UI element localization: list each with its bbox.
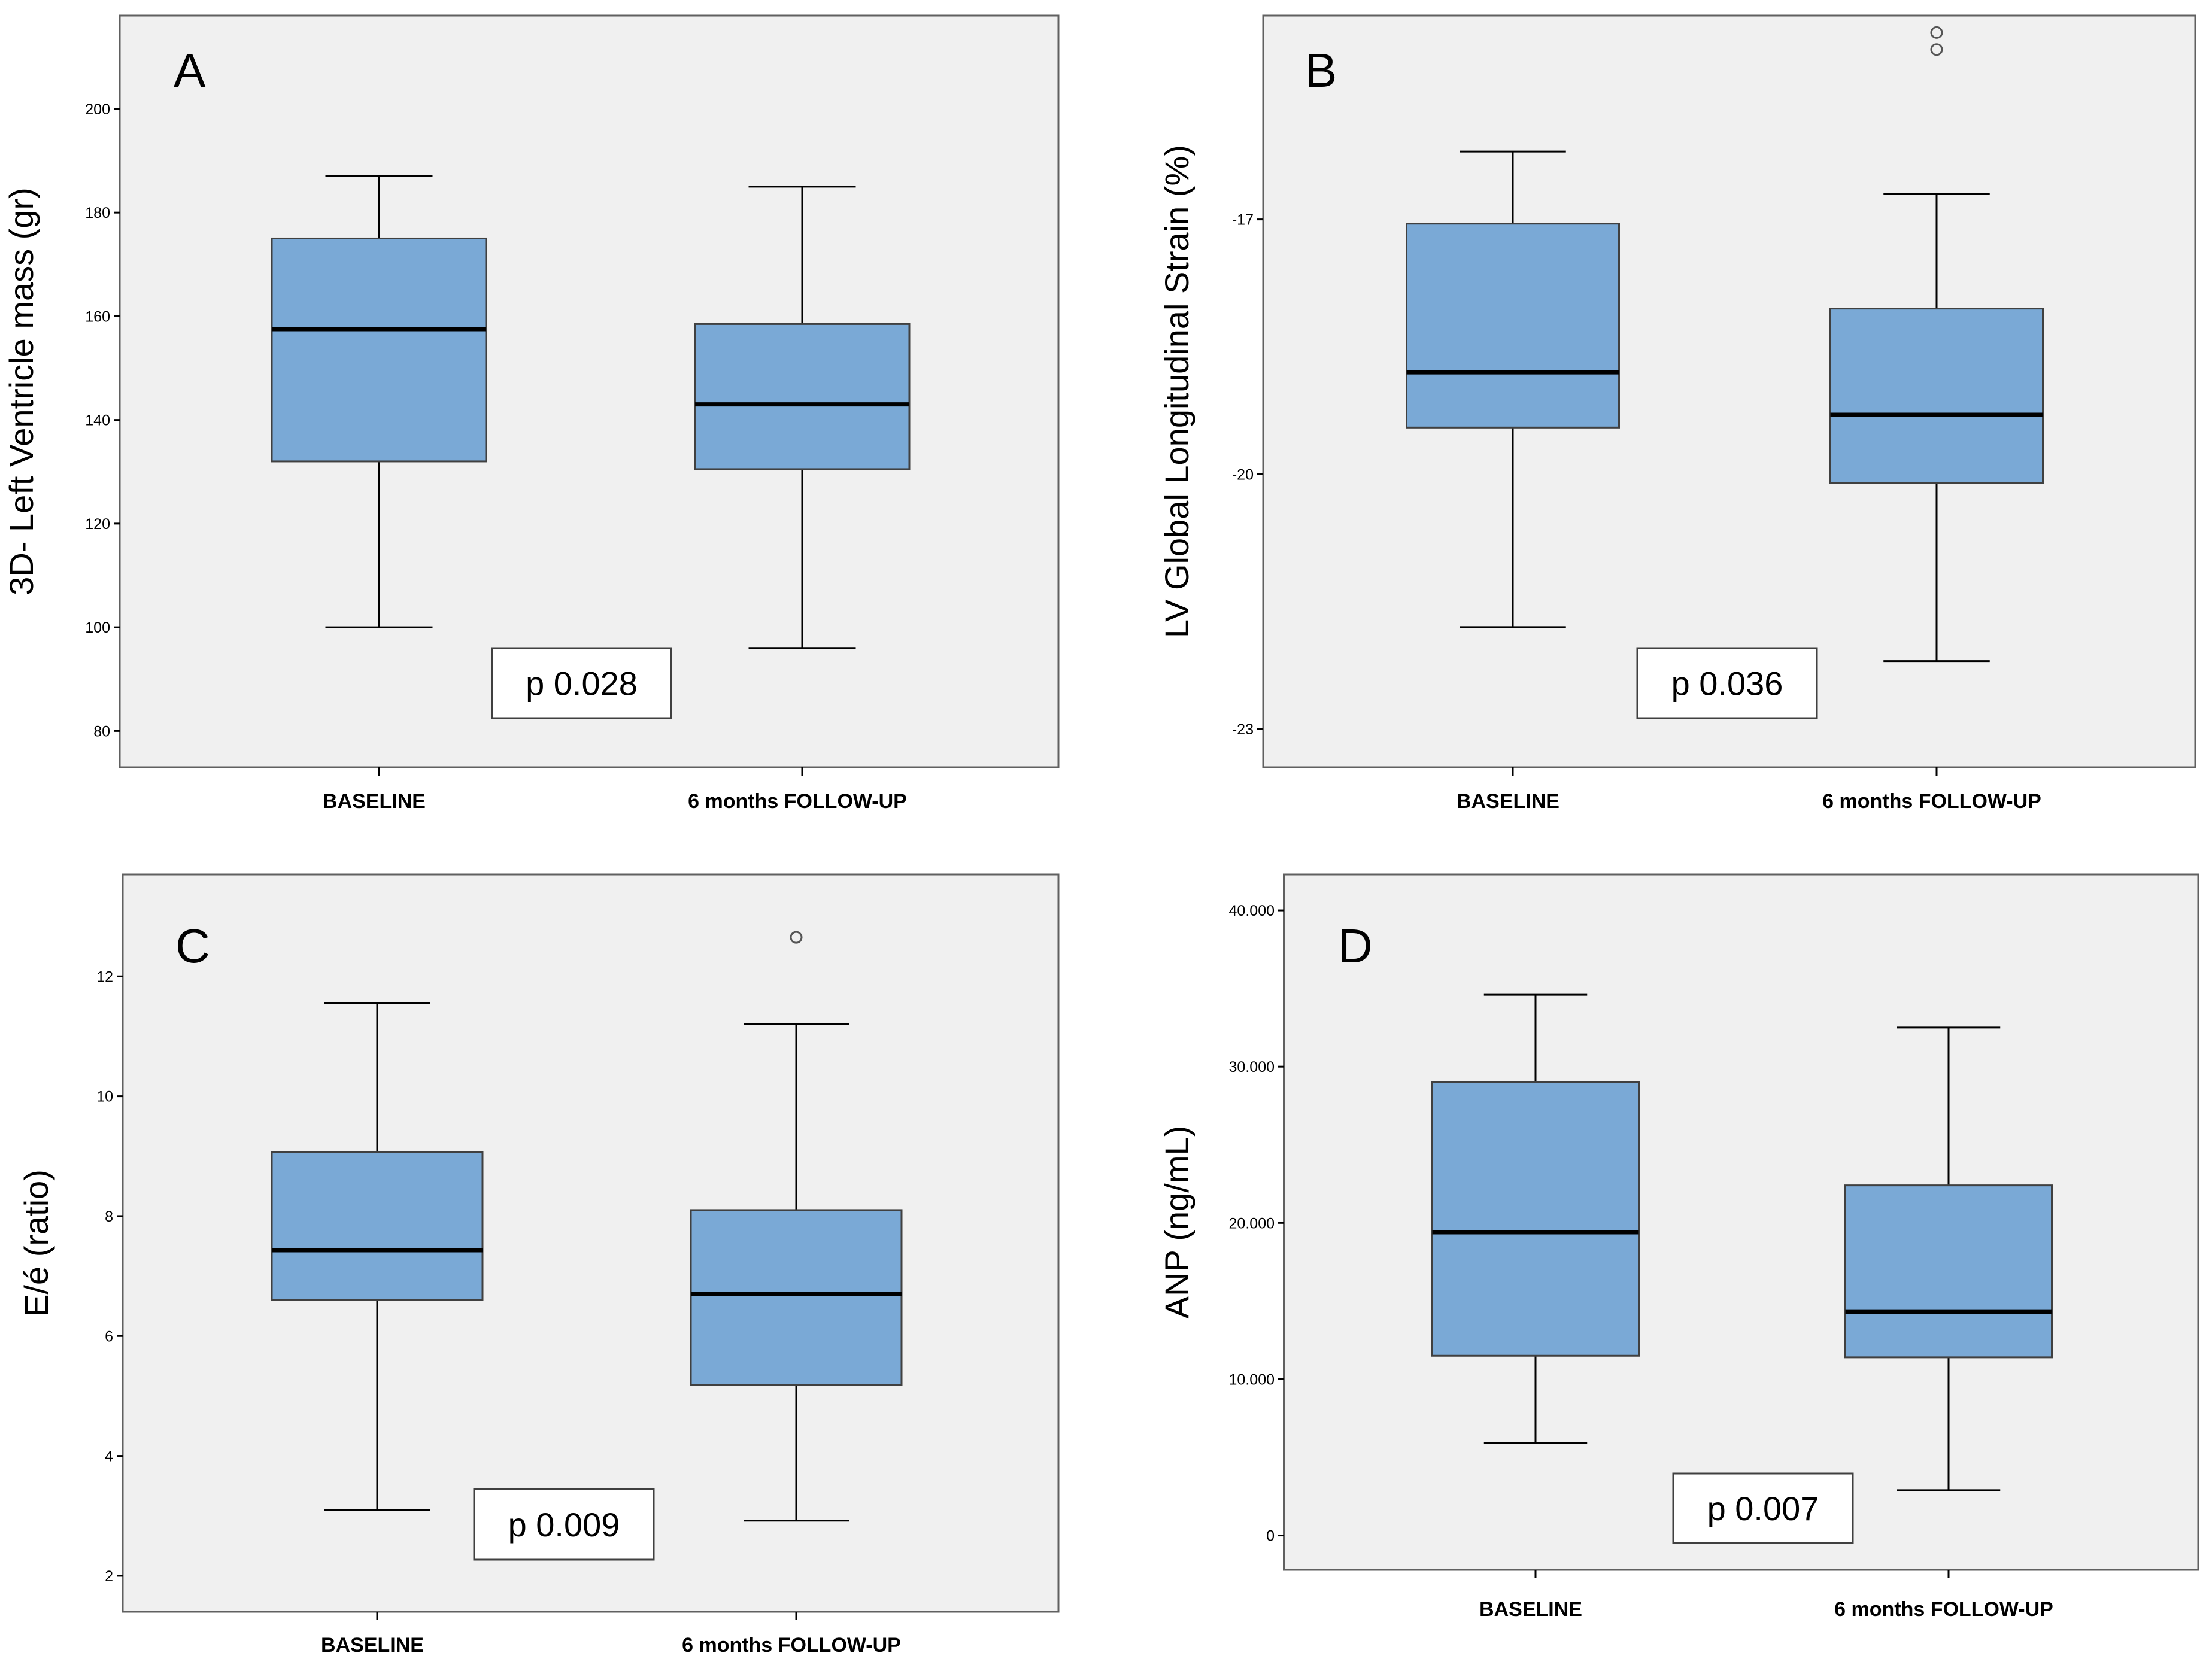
- y-tick-label: 4: [105, 1448, 113, 1465]
- iqr-box: [1829, 308, 2044, 484]
- iqr-box: [690, 1209, 903, 1386]
- x-category-label: BASELINE: [321, 1634, 424, 1657]
- panel-letter: D: [1338, 919, 1373, 973]
- y-tick-label: 180: [85, 205, 110, 221]
- y-axis-title: 3D- Left Ventricle mass (gr): [2, 187, 40, 595]
- x-category-label: 6 months FOLLOW-UP: [1822, 790, 2041, 813]
- p-value-box: [473, 1488, 655, 1561]
- box-baseline: [271, 175, 487, 628]
- box-baseline: [1406, 150, 1620, 628]
- p-value-box: [491, 647, 672, 719]
- panel-c: 2 4 6 8 10 12 BASELINE 6 months FOLLOW-UP E/é (r…: [17, 873, 1060, 1657]
- x-category-label: BASELINE: [1457, 790, 1559, 813]
- y-tick-label: 80: [93, 723, 110, 740]
- plot-frame: [1283, 873, 2199, 1571]
- y-axis-title: E/é (ratio): [17, 1169, 55, 1317]
- iqr-box: [694, 323, 911, 470]
- outlier-point: [1930, 26, 1943, 39]
- iqr-box: [1844, 1184, 2053, 1359]
- y-axis-title: LV Global Longitudinal Strain (%): [1158, 145, 1195, 638]
- x-category-label: BASELINE: [323, 790, 426, 813]
- y-axis-title: ANP (ng/mL): [1158, 1126, 1195, 1319]
- p-value-text: p 0.007: [1707, 1490, 1819, 1527]
- y-tick-label: 2: [105, 1568, 113, 1585]
- iqr-box: [1431, 1081, 1640, 1357]
- p-value-box: [1636, 647, 1818, 719]
- box-follow-up: [1829, 26, 2044, 663]
- y-tick-label: -17: [1232, 212, 1254, 229]
- panel-a: 80 100 120 140 160 180 200 BASELINE 6 months FOL…: [2, 14, 1060, 813]
- y-tick-label: 200: [85, 101, 110, 118]
- box-follow-up: [694, 186, 911, 649]
- y-tick-label: 140: [85, 412, 110, 429]
- outlier-point: [1930, 43, 1943, 56]
- y-tick-label: 12: [96, 968, 113, 985]
- box-baseline: [1431, 993, 1640, 1444]
- panel-b: -17 -20 -23 BASELINE 6 months FOLLOW-UP LV Gl…: [1158, 14, 2196, 813]
- panel-letter: A: [174, 44, 206, 97]
- x-category-label: 6 months FOLLOW-UP: [1834, 1598, 2053, 1621]
- y-tick-label: 100: [85, 619, 110, 636]
- y-tick-label: 8: [105, 1208, 113, 1225]
- x-category-label: 6 months FOLLOW-UP: [682, 1634, 901, 1657]
- y-tick-label: 10.000: [1229, 1371, 1275, 1388]
- x-category-label: 6 months FOLLOW-UP: [688, 790, 907, 813]
- p-value-text: p 0.009: [508, 1506, 620, 1544]
- y-tick-label: 40.000: [1229, 903, 1275, 919]
- iqr-box: [271, 1151, 484, 1301]
- box-follow-up: [690, 931, 903, 1522]
- outlier-point: [790, 931, 803, 944]
- panel-d: 0 10.000 20.000 30.000 40.000 BASELINE 6 month…: [1158, 873, 2199, 1621]
- y-tick-label: 10: [96, 1089, 113, 1105]
- box-baseline: [271, 1002, 484, 1511]
- p-value-text: p 0.036: [1671, 665, 1783, 703]
- y-tick-label: 6: [105, 1328, 113, 1345]
- iqr-box: [1406, 223, 1620, 429]
- x-category-label: BASELINE: [1479, 1598, 1582, 1621]
- panel-letter: B: [1305, 44, 1337, 97]
- y-tick-label: -23: [1232, 721, 1254, 738]
- y-tick-label: 160: [85, 308, 110, 325]
- box-follow-up: [1844, 1026, 2053, 1491]
- y-tick-label: 0: [1266, 1528, 1275, 1545]
- p-value-box: [1672, 1472, 1854, 1544]
- panel-letter: C: [175, 919, 210, 973]
- iqr-box: [271, 237, 487, 463]
- y-tick-label: 120: [85, 516, 110, 533]
- y-tick-label: 20.000: [1229, 1215, 1275, 1232]
- y-tick-label: -20: [1232, 466, 1254, 483]
- y-tick-label: 30.000: [1229, 1059, 1275, 1075]
- p-value-text: p 0.028: [526, 665, 638, 703]
